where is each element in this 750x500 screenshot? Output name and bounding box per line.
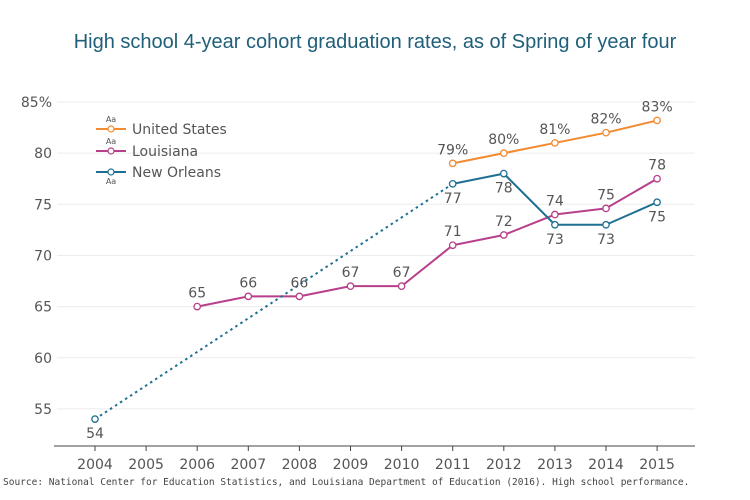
y-tick-label: 75 — [34, 197, 52, 213]
louisiana-point — [193, 302, 202, 311]
louisiana-point — [653, 174, 661, 183]
new-orleans-line-segment — [605, 201, 658, 226]
new-orleans-data-label: 73 — [597, 232, 615, 248]
y-tick-label: 65 — [34, 300, 52, 316]
louisiana-data-label: 74 — [546, 194, 564, 210]
new-orleans-point — [499, 169, 508, 178]
legend-swatch-marker — [107, 168, 115, 176]
new-orleans-data-label: 54 — [86, 426, 104, 442]
united-states-data-label: 79% — [437, 142, 468, 158]
legend-sample-text: Aa — [106, 115, 116, 124]
legend-label: New Orleans — [132, 165, 221, 181]
y-tick-label: 70 — [34, 248, 52, 264]
louisiana-data-label: 66 — [290, 275, 308, 291]
louisiana-data-label: 78 — [648, 158, 666, 174]
united-states-line-segment — [452, 152, 504, 165]
louisiana-data-label: 65 — [188, 286, 206, 302]
legend-sample-text: Aa — [106, 137, 116, 146]
louisiana-point — [397, 282, 406, 290]
y-tick-label: 60 — [34, 351, 52, 367]
x-tick-label: 2006 — [179, 457, 215, 473]
louisiana-data-label: 75 — [597, 187, 615, 203]
legend-label: United States — [132, 122, 227, 138]
axes: 55 60 65 70 75 80 85% 2004 2005 2006 2007 2008 2009 2… — [21, 95, 695, 473]
louisiana-line-segment — [503, 213, 556, 236]
louisiana-point — [448, 241, 457, 250]
new-orleans-line-segment — [503, 172, 556, 226]
united-states-data-label: 83% — [642, 99, 673, 115]
new-orleans-point — [448, 179, 457, 188]
united-states-point — [499, 149, 508, 157]
louisiana-point — [295, 292, 304, 301]
y-tick-label: 55 — [34, 402, 52, 418]
united-states-data-label: 81% — [539, 122, 570, 138]
new-orleans-data-label: 77 — [444, 191, 462, 207]
x-tick-label: 2004 — [77, 457, 113, 473]
louisiana-data-label: 72 — [495, 214, 513, 230]
louisiana-data-label: 67 — [342, 265, 360, 281]
y-tick-label: 85% — [21, 95, 52, 111]
united-states-line-segment — [605, 119, 658, 134]
united-states-point — [602, 128, 610, 137]
x-tick-label: 2009 — [333, 457, 369, 473]
louisiana-data-label: 71 — [444, 224, 462, 240]
new-orleans-point — [653, 198, 661, 207]
louisiana-line-segment — [605, 177, 658, 210]
legend-sample-text: Aa — [106, 177, 116, 186]
united-states-point — [448, 159, 457, 168]
legend-swatch-marker — [107, 125, 115, 133]
louisiana-data-label: 66 — [239, 275, 257, 291]
louisiana-point — [551, 210, 559, 219]
x-tick-label: 2005 — [128, 457, 164, 473]
united-states-line-segment — [554, 131, 607, 144]
united-states-data-label: 80% — [488, 132, 519, 148]
x-tick-label: 2014 — [588, 457, 624, 473]
new-orleans-line-segment — [452, 172, 504, 185]
x-tick-label: 2010 — [384, 457, 420, 473]
new-orleans-data-label: 78 — [495, 181, 513, 197]
united-states-point — [653, 116, 661, 125]
louisiana-point — [244, 292, 253, 301]
x-tick-label: 2013 — [537, 457, 573, 473]
united-states-line-segment — [503, 141, 556, 155]
series-lines — [91, 116, 661, 423]
x-tick-label: 2012 — [486, 457, 522, 473]
chart-title: High school 4-year cohort graduation rat… — [73, 31, 677, 53]
x-tick-label: 2015 — [639, 457, 675, 473]
louisiana-line-segment — [197, 295, 249, 308]
louisiana-point — [499, 231, 508, 239]
gridlines — [57, 101, 695, 410]
louisiana-line-segment — [299, 285, 351, 298]
legend: Aa United States Aa Louisiana Aa New Orleans — [96, 115, 227, 186]
legend-label: Louisiana — [132, 144, 198, 160]
legend-item-new-orleans: Aa New Orleans — [96, 165, 221, 186]
louisiana-line-segment — [554, 207, 607, 216]
louisiana-point — [602, 204, 610, 213]
source-note: Source: National Center for Education St… — [3, 477, 690, 488]
y-tick-label: 80 — [34, 146, 52, 162]
x-tick-label: 2007 — [230, 457, 266, 473]
united-states-data-label: 82% — [590, 112, 621, 128]
data-labels: 79% 80% 81% 82% 83% 65 66 66 67 67 71 72 74 75 78 54 77 7… — [86, 99, 673, 442]
legend-item-united-states: Aa United States — [96, 115, 227, 138]
new-orleans-line-segment — [94, 183, 454, 420]
x-tick-label: 2011 — [435, 457, 471, 473]
x-tick-label: 2008 — [282, 457, 318, 473]
new-orleans-data-label: 73 — [546, 232, 564, 248]
new-orleans-point — [602, 220, 610, 229]
new-orleans-data-label: 75 — [648, 209, 666, 225]
louisiana-line-segment — [400, 244, 454, 287]
louisiana-data-label: 67 — [393, 265, 411, 281]
new-orleans-point — [91, 415, 99, 423]
louisiana-point — [346, 282, 355, 290]
legend-item-louisiana: Aa Louisiana — [96, 137, 198, 160]
united-states-point — [551, 139, 559, 147]
legend-swatch-marker — [107, 147, 115, 155]
new-orleans-point — [551, 220, 559, 229]
louisiana-line-segment — [452, 234, 504, 247]
